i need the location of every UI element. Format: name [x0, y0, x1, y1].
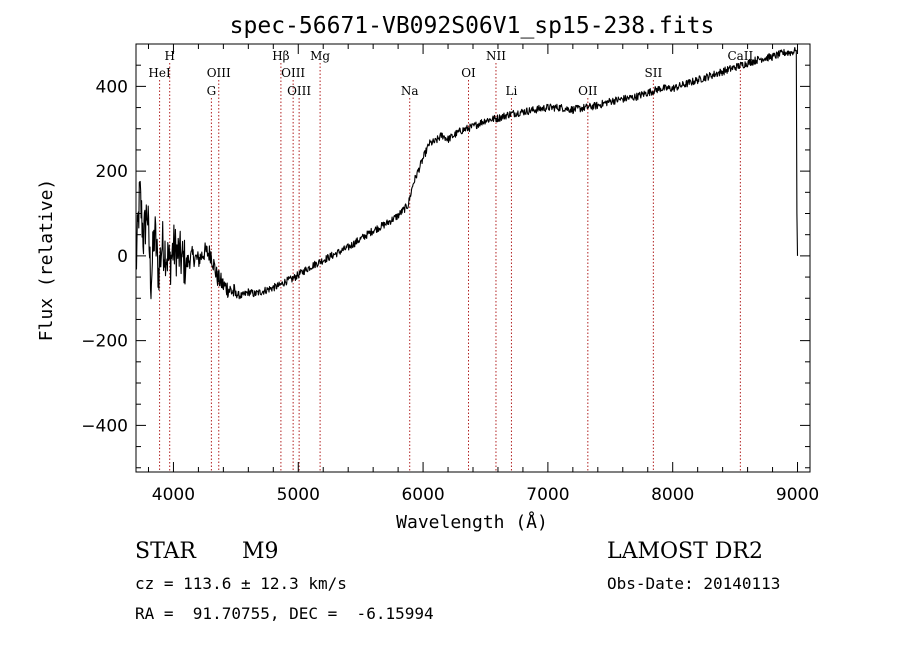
x-tick-label: 8000 — [651, 485, 694, 505]
y-tick-label: 400 — [96, 77, 128, 97]
x-tick-label: 6000 — [401, 485, 444, 505]
spectral-line-label: CaII — [727, 49, 753, 63]
object-subclass: M9 — [242, 539, 279, 564]
spectral-line-label: NII — [486, 49, 506, 63]
spectral-line-label: Mg — [310, 49, 330, 63]
x-axis-tick-labels: 4000 5000 6000 7000 8000 9000 — [152, 485, 819, 505]
spectral-line-label: Na — [401, 84, 419, 98]
y-tick-label: −400 — [81, 416, 128, 436]
spectrum-series — [135, 46, 799, 300]
spectral-line-label: OI — [461, 66, 476, 80]
x-tick-label: 9000 — [776, 485, 819, 505]
redshift-velocity: cz = 113.6 ± 12.3 km/s — [135, 574, 347, 593]
spectral-line-label: G — [207, 84, 217, 98]
y-axis-label: Flux (relative) — [36, 179, 57, 342]
spectral-line-label: H — [164, 49, 174, 63]
x-axis-ticks — [147, 44, 799, 472]
spectral-line-label: HeI — [148, 66, 171, 80]
spectral-line-markers — [159, 63, 741, 472]
y-tick-label: −200 — [81, 332, 128, 352]
spectral-line-label: OIII — [287, 84, 311, 98]
chart-title: spec-56671-VB092S06V1_sp15-238.fits — [230, 13, 715, 39]
x-axis-label: Wavelength (Å) — [396, 511, 548, 533]
x-tick-label: 7000 — [526, 485, 569, 505]
x-tick-label: 5000 — [277, 485, 320, 505]
y-axis-tick-labels: −400 −200 0 200 400 — [81, 77, 128, 436]
survey-name: LAMOST DR2 — [607, 539, 763, 564]
observation-date: Obs-Date: 20140113 — [607, 574, 781, 593]
spectrum-line — [135, 46, 799, 300]
y-axis-ticks — [136, 43, 810, 469]
coordinates: RA = 91.70755, DEC = -6.15994 — [135, 604, 434, 623]
y-tick-label: 200 — [96, 162, 128, 182]
spectral-line-label: OIII — [207, 66, 231, 80]
spectral-line-label: OII — [578, 84, 598, 98]
y-tick-label: 0 — [117, 247, 128, 267]
spectral-line-labels: HeI H OIII G Hβ OIII OIII Mg Na OI NII Li OII SII CaII — [148, 49, 753, 98]
spectral-line-label: Li — [506, 84, 518, 98]
spectral-line-label: Hβ — [272, 49, 289, 63]
object-type: STAR — [135, 539, 196, 564]
plot-frame — [135, 43, 811, 473]
spectral-line-label: SII — [645, 66, 663, 80]
x-tick-label: 4000 — [152, 485, 195, 505]
spectral-line-label: OIII — [281, 66, 305, 80]
